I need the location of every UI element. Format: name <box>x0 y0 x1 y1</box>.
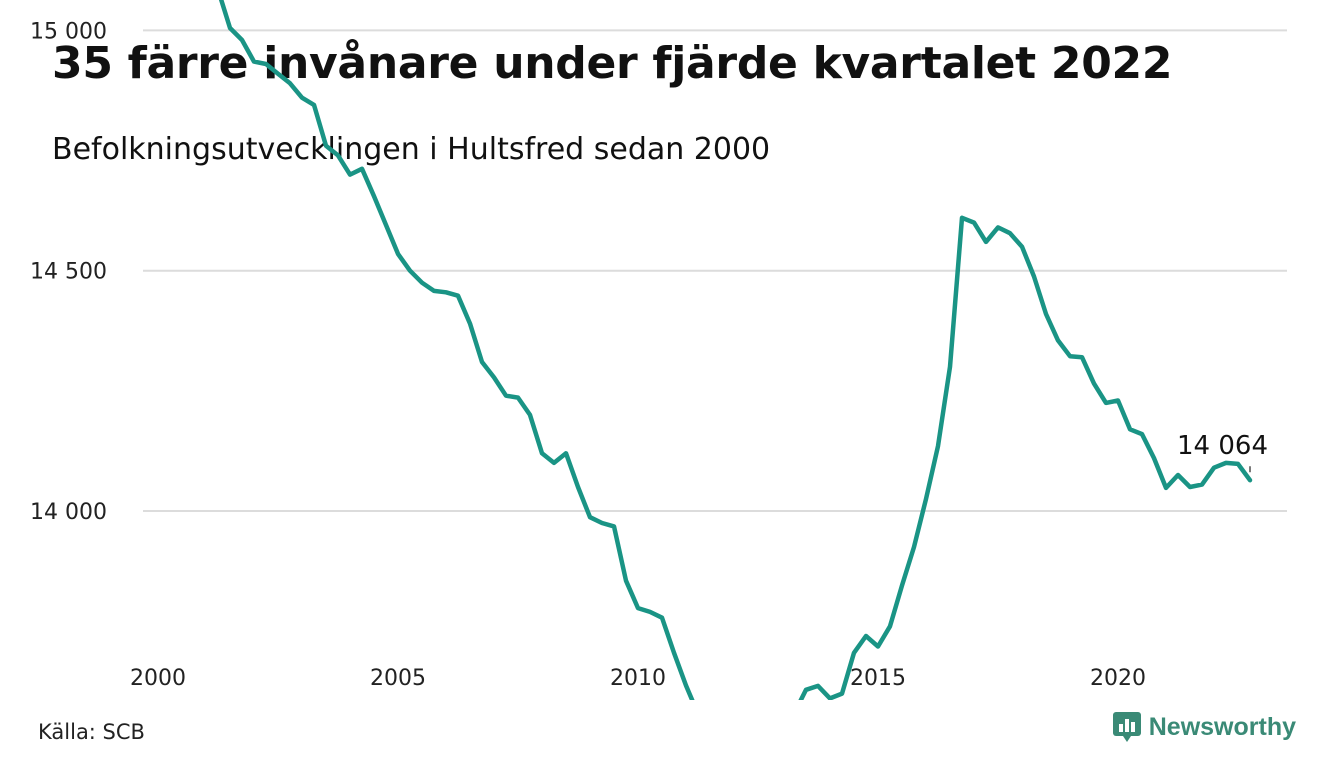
x-tick-label: 2005 <box>370 666 426 691</box>
x-tick-label: 2015 <box>850 666 906 691</box>
end-value-label: 14 064 <box>1177 431 1268 461</box>
y-tick-label: 14 500 <box>30 260 107 285</box>
series-line <box>218 0 1253 700</box>
brand-logo: Newsworthy <box>1112 712 1296 742</box>
brand-name: Newsworthy <box>1148 712 1296 741</box>
x-tick-label: 2000 <box>130 666 186 691</box>
x-tick-label: 2020 <box>1090 666 1146 691</box>
gridlines <box>143 29 1287 512</box>
y-tick-label: 14 000 <box>30 500 107 525</box>
source-note: Källa: SCB <box>38 720 145 744</box>
y-tick-label: 15 000 <box>30 19 107 44</box>
chart-title: 35 färre invånare under fjärde kvartalet… <box>52 38 1173 89</box>
newsworthy-logo-icon <box>1112 712 1141 742</box>
x-tick-label: 2010 <box>610 666 666 691</box>
chart-subtitle: Befolkningsutvecklingen i Hultsfred seda… <box>52 132 771 167</box>
x-axis-ticks: 2000 2005 2010 2015 2020 <box>130 666 1146 691</box>
series-group <box>218 0 1253 700</box>
end-annotation: 14 064 <box>1177 431 1268 473</box>
